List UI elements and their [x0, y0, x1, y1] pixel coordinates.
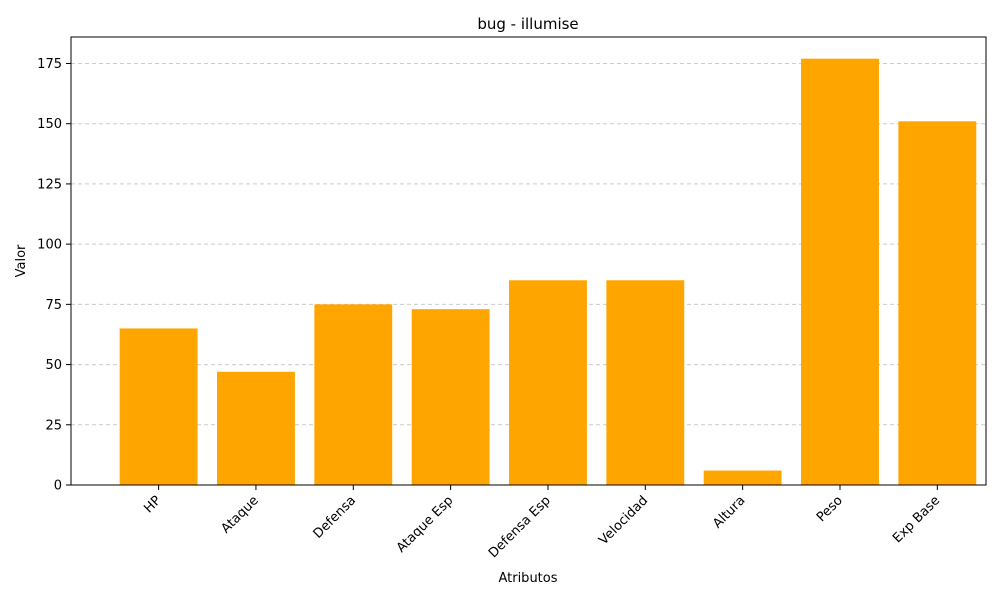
y-tick-label: 0: [54, 479, 62, 494]
bar-defensa: [314, 304, 393, 485]
bars-layer: [119, 58, 977, 485]
y-tick-label: 175: [37, 57, 62, 72]
x-tick-label: Altura: [710, 493, 748, 531]
y-tick-label: 100: [37, 238, 62, 253]
bar-ataque: [217, 371, 295, 485]
chart-title: bug - illumise: [477, 15, 578, 33]
bar-peso: [801, 58, 879, 485]
bar-ataque-esp: [411, 309, 490, 485]
y-tick-label: 75: [45, 298, 62, 313]
y-tick-label: 125: [37, 177, 62, 192]
x-tick-label: Ataque Esp: [394, 493, 457, 556]
x-axis-label: Atributos: [498, 571, 557, 586]
x-tick-label: Exp Base: [890, 493, 943, 546]
bar-exp-base: [898, 121, 977, 485]
x-tick-label: Ataque: [218, 493, 261, 536]
y-tick-label: 25: [45, 418, 62, 433]
y-tick-label: 150: [37, 117, 62, 132]
bar-altura: [703, 470, 782, 485]
x-tick-label: Velocidad: [596, 493, 651, 548]
x-tick-label: HP: [141, 493, 164, 516]
plot-frame: [70, 36, 987, 486]
bar-defensa-esp: [509, 280, 587, 485]
y-axis-label: Valor: [14, 244, 29, 277]
y-tick-label: 50: [45, 358, 62, 373]
bar-hp: [119, 328, 198, 485]
bar-velocidad: [606, 280, 685, 485]
x-tick-label: Defensa Esp: [486, 493, 554, 561]
x-tick-label: Defensa: [311, 493, 359, 541]
x-tick-label: Peso: [814, 493, 846, 525]
